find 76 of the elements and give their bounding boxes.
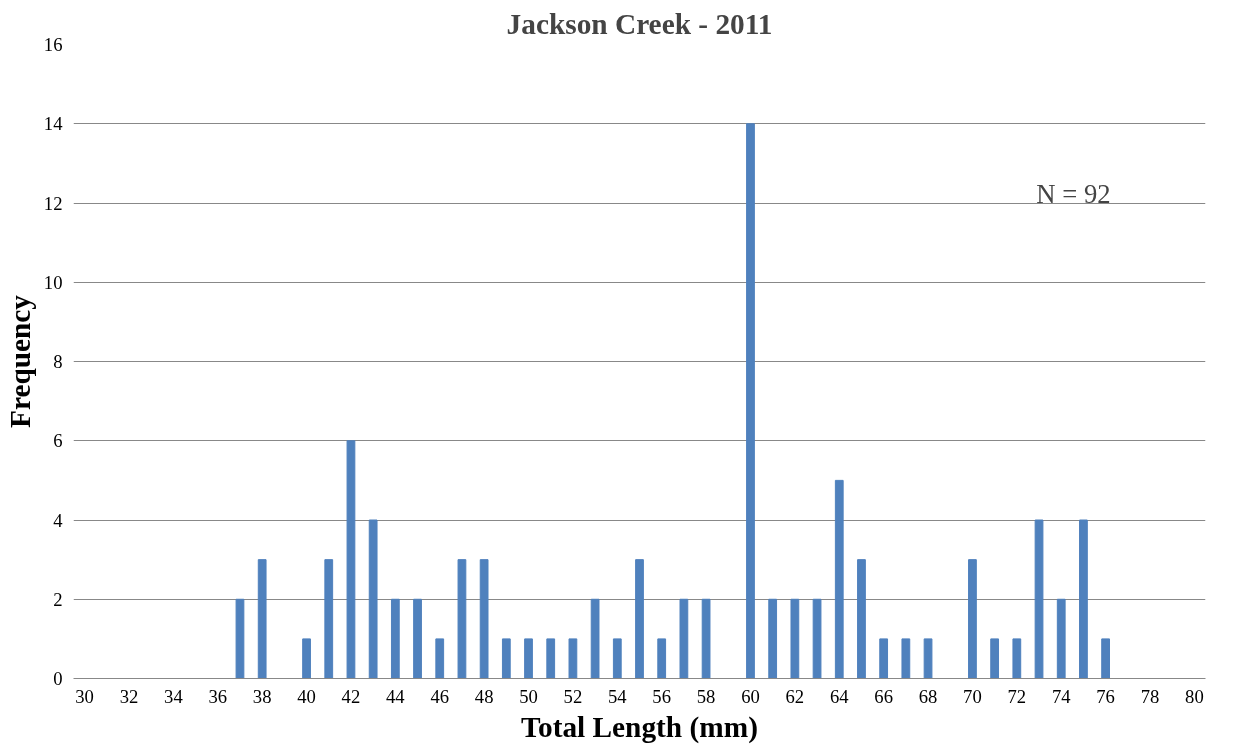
bar: [457, 559, 467, 679]
bar: [701, 598, 711, 679]
y-tick-label: 0: [53, 668, 63, 689]
x-tick-label: 80: [1185, 685, 1204, 707]
x-tick-label: 38: [252, 685, 272, 707]
bar: [657, 638, 667, 679]
y-tick-label: 10: [43, 271, 63, 293]
bar: [302, 638, 311, 679]
bar: [568, 638, 578, 679]
x-tick-label: 66: [874, 685, 893, 707]
bar: [435, 638, 445, 679]
bar: [479, 559, 489, 679]
bar: [346, 440, 356, 679]
x-tick-label: 54: [607, 685, 628, 707]
chart-title: Jackson Creek - 2011: [506, 7, 773, 40]
y-tick-label: 6: [53, 430, 63, 452]
bar: [546, 638, 556, 679]
bar: [1012, 638, 1022, 679]
y-tick-label: 2: [53, 588, 63, 610]
x-tick-label: 64: [829, 685, 850, 707]
bar: [901, 638, 911, 679]
x-tick-label: 46: [430, 685, 450, 707]
bar: [746, 123, 755, 679]
bar: [390, 598, 400, 679]
bar: [413, 598, 422, 679]
x-tick-label: 32: [119, 685, 139, 707]
x-tick-label: 48: [474, 685, 494, 707]
x-tick-label: 58: [696, 685, 716, 707]
x-tick-label: 50: [519, 685, 538, 707]
x-tick-label: 68: [918, 685, 938, 707]
y-tick-label: 4: [53, 509, 64, 531]
x-tick-label: 42: [341, 685, 361, 707]
bar: [1101, 638, 1110, 679]
bar: [324, 559, 334, 679]
bar: [768, 598, 778, 679]
x-tick-label: 40: [297, 685, 316, 707]
x-tick-label: 56: [652, 685, 672, 707]
x-tick-label: 74: [1051, 685, 1072, 707]
bar: [679, 598, 689, 679]
bar: [612, 638, 622, 679]
x-tick-label: 78: [1140, 685, 1160, 707]
y-tick-label: 8: [53, 351, 63, 372]
bar: [524, 638, 533, 679]
y-tick-label: 14: [43, 113, 64, 135]
x-tick-label: 44: [386, 685, 406, 707]
bar: [790, 598, 800, 679]
x-tick-label: 72: [1007, 685, 1027, 707]
bar: [635, 559, 644, 679]
bar: [368, 519, 378, 679]
bar: [1056, 598, 1066, 679]
bar: [923, 638, 933, 679]
bar: [590, 598, 600, 679]
x-tick-label: 36: [208, 685, 228, 707]
x-tick-label: 62: [785, 685, 805, 707]
x-axis-title: Total Length (mm): [521, 710, 758, 744]
y-axis-title: Frequency: [3, 294, 36, 429]
bar: [968, 559, 977, 679]
bar: [879, 638, 889, 679]
bar: [235, 598, 245, 679]
y-tick-label: 12: [43, 192, 63, 214]
bar: [257, 559, 267, 679]
y-tick-label: 16: [43, 34, 63, 55]
bar: [1079, 519, 1088, 679]
annotation: N = 92: [1036, 178, 1111, 209]
x-tick-label: 70: [963, 685, 982, 707]
bar: [990, 638, 1000, 679]
bar: [857, 559, 866, 679]
bar: [812, 598, 822, 679]
x-tick-label: 52: [563, 685, 583, 707]
bar: [1034, 519, 1044, 679]
x-tick-label: 34: [164, 685, 184, 707]
x-tick-label: 76: [1096, 685, 1115, 707]
bar: [834, 479, 844, 679]
bar: [501, 638, 511, 679]
x-tick-label: 30: [75, 685, 94, 707]
x-tick-label: 60: [741, 685, 760, 707]
